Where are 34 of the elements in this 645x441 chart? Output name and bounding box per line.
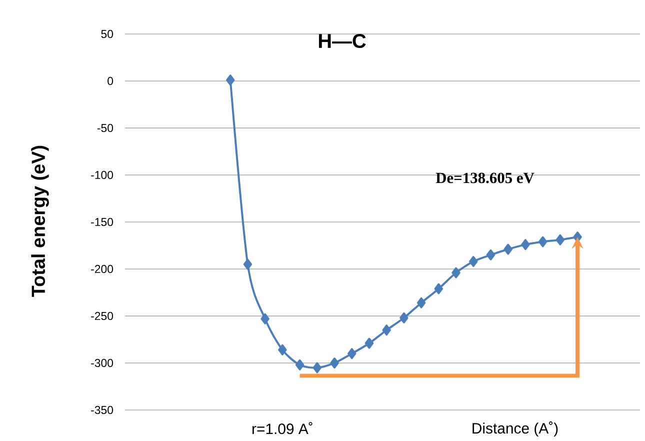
point <box>348 348 356 360</box>
chart-title: H—C <box>318 34 366 48</box>
text: r=1.09 A˚ <box>252 422 312 434</box>
point <box>416 297 426 308</box>
y-tick-label: -100 <box>91 170 114 180</box>
point <box>382 324 391 336</box>
point <box>400 312 408 324</box>
point <box>364 338 374 349</box>
annotation: De=138.605 eV <box>436 172 534 184</box>
x-axis-title: Distance (A˚) <box>472 421 558 437</box>
point <box>521 239 530 250</box>
y-tick-label: -200 <box>91 264 114 274</box>
y-tick-label: 0 <box>108 76 114 86</box>
point <box>486 249 496 260</box>
point <box>260 313 270 324</box>
y-tick-label: -50 <box>97 124 114 132</box>
y-tick-label: -300 <box>91 358 114 368</box>
point <box>295 359 304 370</box>
point <box>556 234 565 246</box>
point <box>469 256 478 267</box>
point <box>243 258 252 270</box>
point <box>312 362 322 374</box>
y-tick-label: -250 <box>91 312 114 320</box>
point <box>226 74 235 86</box>
y-axis-title: Total energy (eV) <box>31 146 49 297</box>
point <box>538 236 548 248</box>
point <box>434 283 444 294</box>
point <box>278 344 287 356</box>
y-tick-label: 50 <box>101 30 114 38</box>
point <box>452 267 460 278</box>
point <box>330 358 339 368</box>
y-tick-label: -350 <box>91 406 114 414</box>
point <box>504 244 512 255</box>
y-tick-label: -150 <box>91 218 114 226</box>
